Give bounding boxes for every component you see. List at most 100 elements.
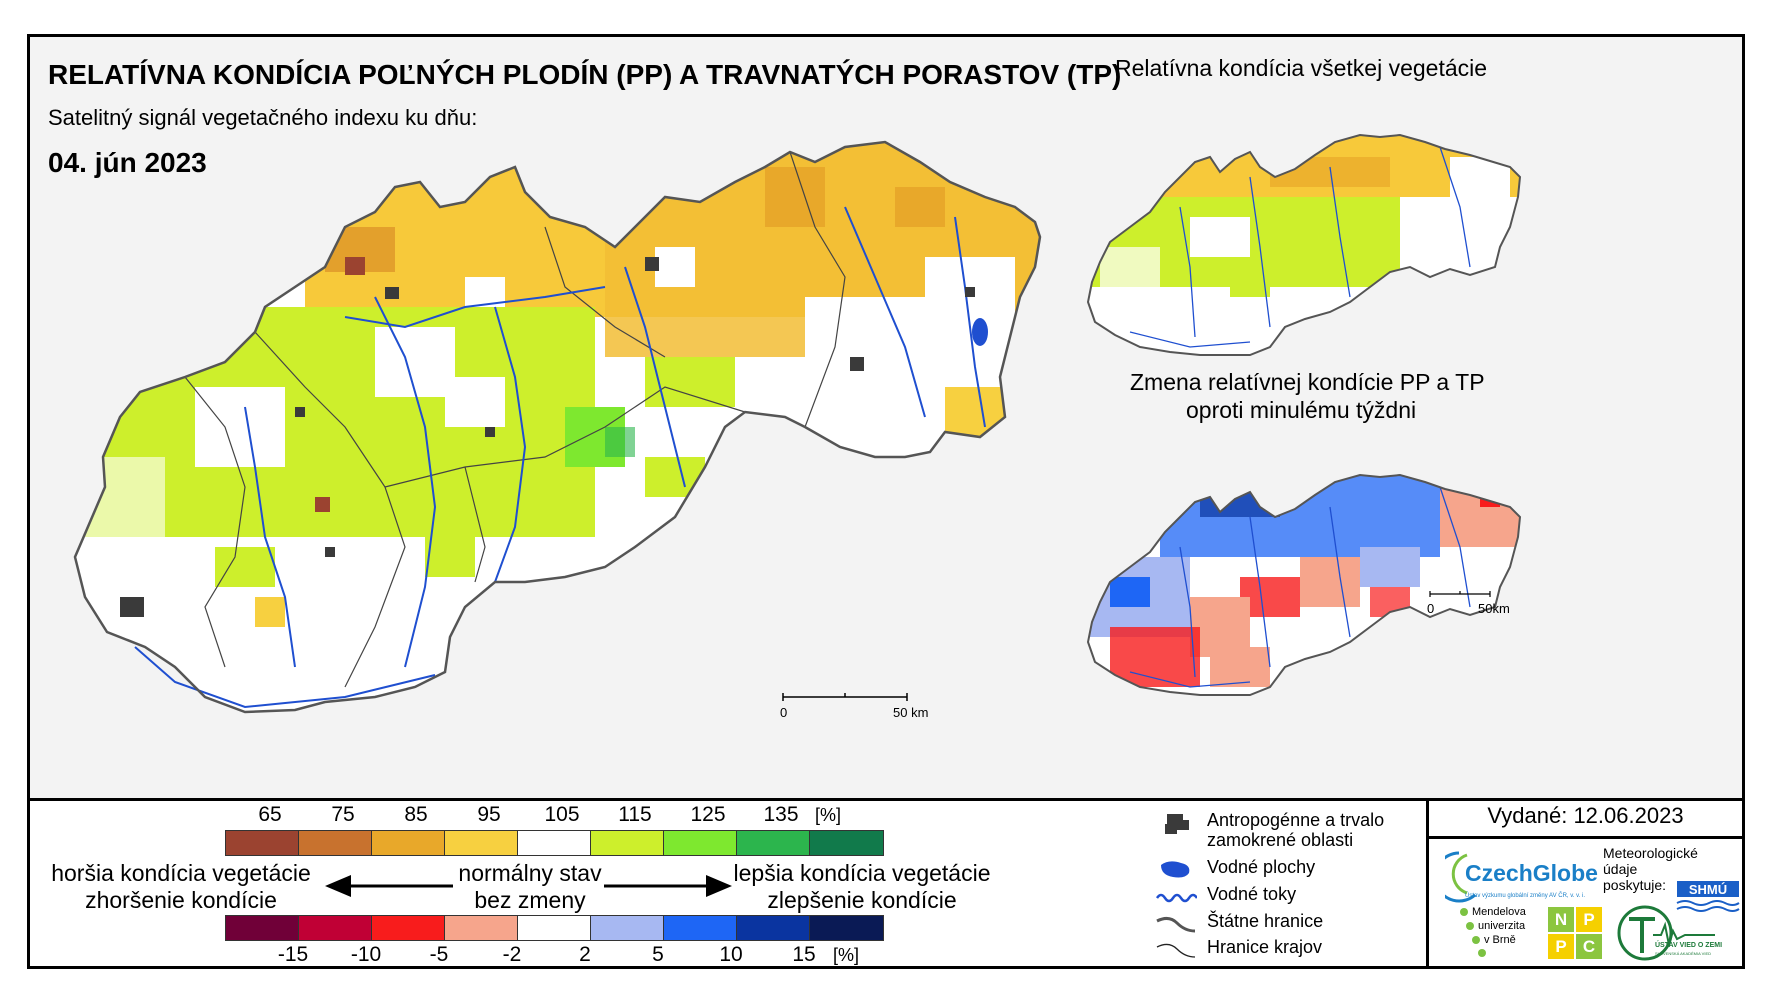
inset-vegetation-map xyxy=(1086,133,1522,356)
change-tick: 2 xyxy=(579,943,591,966)
change-color-swatch xyxy=(372,916,445,940)
czechglobe-logo: CzechGlobe Ústav výzkumu globální změny … xyxy=(1433,845,1605,910)
nppc-logo: N P P C xyxy=(1548,907,1602,959)
nppc-letter: P xyxy=(1548,934,1574,959)
change-ticks: -15 -10 -5 -2 2 5 10 15 [%] xyxy=(30,943,1030,969)
czechglobe-name: CzechGlobe xyxy=(1465,860,1598,886)
logo-divider xyxy=(1426,798,1429,966)
condition-color-swatch xyxy=(591,831,664,855)
main-scale-bar xyxy=(782,693,908,701)
change-unit: [%] xyxy=(832,945,860,965)
change-color-swatch xyxy=(299,916,372,940)
shmu-logo: SHMÚ xyxy=(1676,881,1740,912)
key-anthropogenic: Antropogénne a trvalo zamokrené oblasti xyxy=(1155,810,1384,850)
arrow-left-icon xyxy=(325,875,453,897)
state-border xyxy=(73,140,1042,714)
condition-tick: 95 xyxy=(477,803,501,826)
inset-bottom-title-line2: oproti minulému týždni xyxy=(1186,397,1417,423)
inset-bottom-title-line1: Zmena relatívnej kondície PP a TP xyxy=(1130,369,1485,395)
condition-unit: [%] xyxy=(814,805,842,825)
change-tick: -2 xyxy=(502,943,522,966)
key-water-courses-label: Vodné toky xyxy=(1207,884,1297,904)
key-water-courses: Vodné toky xyxy=(1155,884,1296,910)
legend-better-line1: lepšia kondícia vegetácie xyxy=(733,860,991,886)
condition-tick: 125 xyxy=(690,803,726,826)
state-border-key-icon xyxy=(1156,916,1196,933)
map-subtitle: Satelitný signál vegetačného indexu ku d… xyxy=(48,105,478,130)
meteo-line3: poskytuje: xyxy=(1603,877,1667,893)
change-color-swatch xyxy=(445,916,518,940)
map-area: RELATÍVNA KONDÍCIA POĽNÝCH PLODÍN (PP) A… xyxy=(30,37,1742,798)
change-tick: 15 xyxy=(792,943,816,966)
change-tick: 5 xyxy=(652,943,664,966)
change-color-swatch xyxy=(591,916,664,940)
mendel-line3: v Brně xyxy=(1484,934,1516,946)
mendel-line1: Mendelova xyxy=(1472,906,1526,918)
key-anthropogenic-line1: Antropogénne a trvalo xyxy=(1207,810,1385,830)
uvoz-logo: ÚSTAV VIED O ZEMI SLOVENSKÁ AKADÉMIA VIE… xyxy=(1617,905,1722,961)
change-color-bar xyxy=(225,915,884,941)
shmu-text: SHMÚ xyxy=(1689,882,1727,897)
condition-color-swatch xyxy=(299,831,372,855)
issued-divider xyxy=(1429,836,1742,839)
rivers xyxy=(134,206,986,709)
uvoz-sub: SLOVENSKÁ AKADÉMIA VIED xyxy=(1655,951,1711,956)
change-tick: -15 xyxy=(277,943,309,966)
legend-normal-line1: normálny stav xyxy=(458,860,602,886)
map-frame: RELATÍVNA KONDÍCIA POĽNÝCH PLODÍN (PP) A… xyxy=(27,34,1745,969)
change-tick: 10 xyxy=(719,943,743,966)
condition-color-swatch xyxy=(810,831,883,855)
legend-worse-line1: horšia kondícia vegetácie xyxy=(51,860,311,886)
inset-scale-end: 50km xyxy=(1478,601,1510,616)
legend-better: lepšia kondícia vegetácie zlepšenie kond… xyxy=(732,860,992,914)
main-scale-end: 50 km xyxy=(893,705,928,720)
nppc-letter: N xyxy=(1548,907,1574,932)
condition-color-swatch xyxy=(445,831,518,855)
condition-tick: 135 xyxy=(763,803,799,826)
change-color-swatch xyxy=(518,916,591,940)
legend-worse: horšia kondícia vegetácie zhoršenie kond… xyxy=(42,860,320,914)
inset-scale-zero: 0 xyxy=(1427,601,1434,616)
inset-change-map: 0 50km xyxy=(1086,473,1522,696)
condition-tick: 105 xyxy=(544,803,580,826)
change-color-swatch xyxy=(810,916,883,940)
urban-areas xyxy=(120,257,975,617)
inset-scale-bar xyxy=(1429,591,1491,597)
condition-color-swatch xyxy=(518,831,591,855)
condition-color-swatch xyxy=(664,831,737,855)
meteo-credit: Meteorologické údaje poskytuje: xyxy=(1603,845,1698,893)
map-date: 04. jún 2023 xyxy=(48,147,207,178)
condition-color-swatch xyxy=(226,831,299,855)
issued-date: Vydané: 12.06.2023 xyxy=(1487,803,1684,828)
legend-divider xyxy=(30,798,1742,801)
condition-tick: 115 xyxy=(618,803,652,826)
legend-normal-line2: bez zmeny xyxy=(474,887,586,913)
meteo-line1: Meteorologické xyxy=(1603,845,1698,861)
key-water-bodies-label: Vodné plochy xyxy=(1207,857,1316,877)
region-borders xyxy=(184,151,846,688)
change-tick: -10 xyxy=(350,943,382,966)
key-state-border-label: Štátne hranice xyxy=(1207,911,1324,931)
condition-color-swatch xyxy=(372,831,445,855)
condition-ticks: 65 75 85 95 105 115 125 135 [%] xyxy=(30,803,1030,829)
water-body-key-icon xyxy=(1161,861,1190,878)
condition-tick: 75 xyxy=(331,803,355,826)
change-tick: -5 xyxy=(429,943,449,966)
key-water-bodies: Vodné plochy xyxy=(1155,857,1315,883)
main-scale-zero: 0 xyxy=(780,705,787,720)
nppc-letter: C xyxy=(1576,934,1602,959)
meteo-line2: údaje xyxy=(1603,861,1638,877)
mendel-line2: univerzita xyxy=(1478,920,1526,932)
key-state-border: Štátne hranice xyxy=(1155,911,1323,937)
river-key-icon xyxy=(1155,893,1197,903)
key-region-border-label: Hranice krajov xyxy=(1207,937,1323,957)
change-color-swatch xyxy=(737,916,810,940)
inset-top-title: Relatívna kondícia všetkej vegetácie xyxy=(1115,55,1488,81)
legend-normal: normálny stav bez zmeny xyxy=(450,860,610,914)
urban-area-icon xyxy=(1165,814,1189,834)
condition-color-swatch xyxy=(737,831,810,855)
condition-tick: 85 xyxy=(404,803,428,826)
uvoz-text: ÚSTAV VIED O ZEMI xyxy=(1655,940,1722,949)
key-region-border: Hranice krajov xyxy=(1155,937,1322,963)
arrow-right-icon xyxy=(604,875,732,897)
